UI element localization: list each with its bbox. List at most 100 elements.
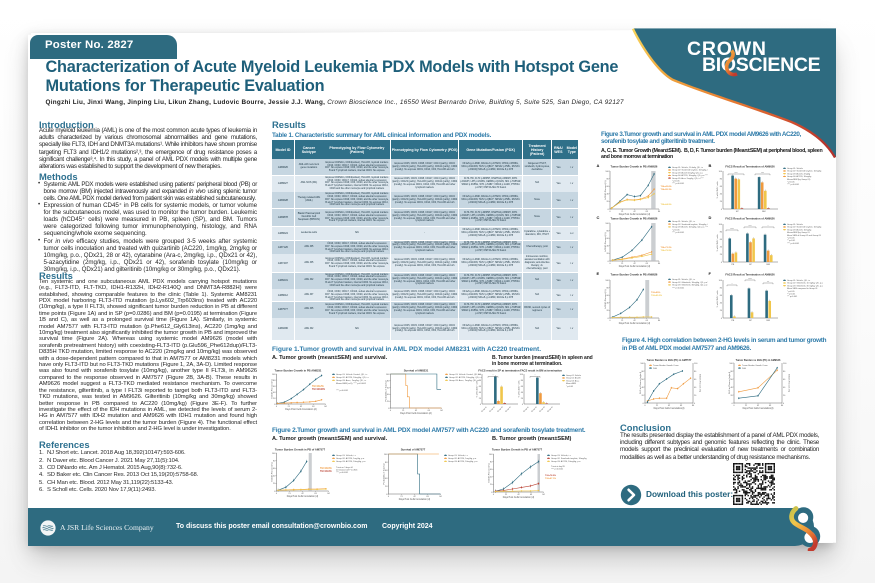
svg-text:Days Post Cells Inoculation (d: Days Post Cells Inoculation (d) bbox=[619, 322, 651, 325]
svg-text:20: 20 bbox=[641, 395, 644, 397]
svg-text:FACS Result at Termination of: FACS Result at Termination of AM9626 bbox=[725, 165, 775, 169]
svg-text:40: 40 bbox=[387, 394, 390, 396]
svg-text:Mean SEM of Group 02 and Group: Mean SEM of Group 02 and Group 03 bbox=[787, 235, 822, 237]
svg-text:Group 02: Gilteritinib, 10mg/k: Group 02: Gilteritinib, 10mg/kg, QD, p.o… bbox=[672, 281, 708, 284]
svg-text:20: 20 bbox=[273, 483, 276, 485]
svg-text:Days Post Cells Inoculation (d: Days Post Cells Inoculation (d) bbox=[287, 495, 319, 498]
svg-text:100: 100 bbox=[694, 363, 698, 365]
svg-text:20: 20 bbox=[387, 401, 390, 403]
svg-text:TGI=55.3%: TGI=55.3% bbox=[661, 189, 672, 191]
svg-text:0: 0 bbox=[644, 405, 646, 407]
svg-text:Group 04: AC220, 10mg/kg, QD,: Group 04: AC220, 10mg/kg, QD, p.o.**** bbox=[672, 174, 708, 177]
svg-text:** p<0.01: ** p<0.01 bbox=[787, 293, 796, 296]
svg-text:Group 03: AC220 2mg/kg, QD, p.: Group 03: AC220 2mg/kg, QD, p.o. bbox=[672, 171, 704, 174]
svg-text:Group 03: Ara-c: Group 03: Ara-c bbox=[566, 379, 579, 382]
svg-text:0: 0 bbox=[274, 404, 276, 406]
svg-text:Survival of AM8231: Survival of AM8231 bbox=[404, 369, 429, 373]
svg-text:0: 0 bbox=[783, 403, 785, 405]
svg-text:84: 84 bbox=[658, 320, 661, 322]
svg-text:TGI=99.9%: TGI=99.9% bbox=[320, 471, 332, 473]
svg-text:21: 21 bbox=[288, 406, 291, 408]
svg-text:Tumor Burden Growth in PB AM82: Tumor Burden Growth in PB AM8231 bbox=[275, 369, 322, 373]
svg-text:TGI=99.3%: TGI=99.3% bbox=[651, 295, 662, 297]
svg-text:63: 63 bbox=[646, 263, 649, 265]
svg-text:Group 03: Ara-c, 2mg/kg, QD, i: Group 03: Ara-c, 2mg/kg, QD, i.v bbox=[449, 379, 480, 382]
svg-text:Tumor Burden Growth in PB AM96: Tumor Burden Growth in PB AM9626 bbox=[611, 217, 658, 221]
svg-text:% of hCD45⁺ cells: % of hCD45⁺ cells bbox=[518, 380, 521, 397]
svg-text:Mean±SEM (by Group 01: Mean±SEM (by Group 01 bbox=[787, 232, 811, 234]
svg-text:0: 0 bbox=[386, 494, 388, 496]
svg-text:Group 02: Sorafenib tosylate,: Group 02: Sorafenib tosylate, 10mg/kg, Q… bbox=[672, 169, 708, 172]
svg-text:Days Post Cells Inoculation(d): Days Post Cells Inoculation(d) bbox=[743, 407, 774, 410]
svg-text:Tumor Burden Growth in PB of A: Tumor Burden Growth in PB of AM7577 bbox=[275, 448, 326, 452]
svg-text:0: 0 bbox=[388, 496, 390, 498]
svg-text:60: 60 bbox=[606, 238, 609, 240]
svg-text:100: 100 bbox=[478, 374, 482, 376]
svg-text:hCD45 Percent (%): hCD45 Percent (%) bbox=[270, 379, 273, 398]
svg-text:TGI=97.1%: TGI=97.1% bbox=[545, 478, 556, 480]
svg-text:42: 42 bbox=[517, 494, 520, 496]
svg-text:TGI=99.2%: TGI=99.2% bbox=[312, 386, 324, 388]
svg-text:TGI=73.2%: TGI=73.2% bbox=[661, 247, 672, 249]
svg-text:84: 84 bbox=[440, 410, 443, 412]
svg-text:Group 03: AC220, 10mg/kg, p.o.: Group 03: AC220, 10mg/kg, p.o. bbox=[448, 460, 478, 463]
svg-text:0: 0 bbox=[276, 406, 278, 408]
svg-text:84: 84 bbox=[324, 406, 327, 408]
svg-text:% of hCD45⁺ cells: % of hCD45⁺ cells bbox=[716, 181, 719, 198]
svg-text:0: 0 bbox=[732, 403, 734, 405]
svg-text:Mean±SEM: Mean±SEM bbox=[566, 383, 576, 385]
svg-text:hCD45 Percent (%): hCD45 Percent (%) bbox=[604, 180, 607, 199]
svg-text:80: 80 bbox=[385, 462, 388, 464]
svg-text:*: * bbox=[493, 375, 494, 377]
svg-text:hCD45 Percent (%): hCD45 Percent (%) bbox=[270, 462, 273, 481]
svg-text:FACS result in BM at terminati: FACS result in BM at termination bbox=[520, 369, 562, 373]
svg-text:80: 80 bbox=[730, 371, 733, 373]
svg-text:*: * bbox=[768, 225, 769, 227]
svg-text:84: 84 bbox=[439, 496, 442, 498]
svg-text:Group 03: AC220, 10mg/kg, QD,: Group 03: AC220, 10mg/kg, QD, p.o. **** bbox=[672, 226, 708, 229]
svg-text:80: 80 bbox=[783, 371, 786, 373]
svg-text:20: 20 bbox=[273, 398, 276, 400]
svg-text:Group 03: Group 03 bbox=[539, 406, 546, 413]
svg-text:*** p<0.001: *** p<0.001 bbox=[787, 295, 798, 298]
svg-text:****: **** bbox=[761, 172, 764, 174]
svg-text:84: 84 bbox=[658, 211, 661, 213]
svg-text:Days Post Cells Inoculation (d: Days Post Cells Inoculation (d) bbox=[400, 412, 432, 415]
svg-text:40: 40 bbox=[490, 477, 493, 479]
svg-text:Mean±SEM (n=5), **** p<0.0001: Mean±SEM (n=5), **** p<0.0001 bbox=[336, 382, 367, 385]
svg-text:84: 84 bbox=[542, 494, 545, 496]
svg-text:84: 84 bbox=[327, 493, 330, 495]
svg-text:80: 80 bbox=[720, 178, 723, 180]
svg-text:63: 63 bbox=[646, 320, 649, 322]
svg-text:Mean SEM compared to Group 01: Mean SEM compared to Group 01 bbox=[787, 287, 818, 290]
svg-text:2HG: 2HG bbox=[742, 368, 747, 370]
svg-text:* p<0.05: * p<0.05 bbox=[787, 290, 795, 293]
svg-text:100: 100 bbox=[719, 224, 723, 226]
svg-text:0: 0 bbox=[274, 491, 276, 493]
svg-text:Group 01: Vehicle Control, QD,: Group 01: Vehicle Control, QD, i.v bbox=[449, 373, 481, 376]
svg-text:60: 60 bbox=[479, 386, 482, 388]
svg-text:Group 02: Group 02 bbox=[531, 406, 538, 413]
svg-text:D: D bbox=[709, 215, 712, 220]
svg-text:Group 01: Vehicle, i.v: Group 01: Vehicle, i.v bbox=[336, 454, 357, 457]
svg-text:****: **** bbox=[748, 225, 751, 227]
svg-text:Group 03: Group 03 bbox=[497, 406, 504, 413]
svg-text:Group 01: Group 01 bbox=[481, 406, 488, 413]
svg-text:80: 80 bbox=[273, 460, 276, 462]
svg-text:60: 60 bbox=[720, 239, 723, 241]
svg-text:Group 02: AC220, 10mg/kg, QD,: Group 02: AC220, 10mg/kg, QD, i.v bbox=[449, 376, 483, 379]
svg-text:60: 60 bbox=[641, 379, 644, 381]
svg-text:20: 20 bbox=[521, 398, 524, 400]
svg-text:60: 60 bbox=[694, 379, 697, 381]
svg-text:40: 40 bbox=[606, 246, 609, 248]
svg-text:0: 0 bbox=[493, 494, 495, 496]
svg-text:Group 02: Sorafenib tosylate,: Group 02: Sorafenib tosylate, 10mg/kg bbox=[787, 226, 821, 229]
svg-text:80: 80 bbox=[521, 380, 524, 382]
svg-text:0: 0 bbox=[390, 410, 392, 412]
svg-text:60: 60 bbox=[606, 186, 609, 188]
svg-text:21: 21 bbox=[505, 494, 508, 496]
svg-text:80: 80 bbox=[490, 461, 493, 463]
svg-text:100: 100 bbox=[272, 374, 276, 376]
svg-text:Group 01: Vehicle: Group 01: Vehicle bbox=[787, 224, 804, 226]
svg-text:FACS Result at Termination of: FACS Result at Termination of AM9626 bbox=[725, 273, 775, 277]
